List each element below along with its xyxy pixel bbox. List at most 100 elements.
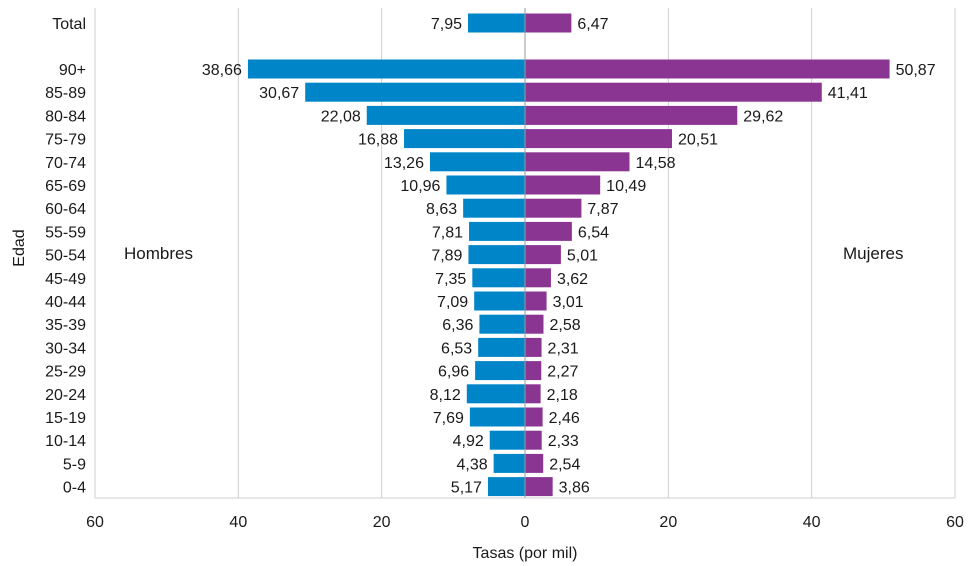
bar-right-35-39: [525, 314, 544, 334]
bar-left-50-54: [468, 245, 525, 265]
bar-right-80-84: [525, 105, 738, 125]
category-label-10-14: 10-14: [45, 433, 86, 450]
bar-right-Total: [525, 13, 572, 33]
bar-right-50-54: [525, 245, 561, 265]
category-label-Total: Total: [52, 16, 86, 33]
value-label-right-Total: 6,47: [577, 16, 608, 33]
bar-left-0-4: [487, 477, 525, 497]
bar-left-25-29: [475, 361, 525, 381]
value-label-left-0-4: 5,17: [451, 480, 482, 497]
value-label-right-75-79: 20,51: [678, 132, 718, 149]
category-label-70-74: 70-74: [45, 155, 86, 172]
value-label-left-35-39: 6,36: [442, 317, 473, 334]
value-label-right-35-39: 2,58: [549, 317, 580, 334]
value-label-right-70-74: 14,58: [635, 155, 675, 172]
category-label-85-89: 85-89: [45, 85, 86, 102]
category-label-50-54: 50-54: [45, 248, 86, 265]
value-label-right-90+: 50,87: [896, 62, 936, 79]
bar-right-70-74: [525, 152, 630, 172]
x-tick-label-1: 40: [229, 514, 247, 531]
bar-left-35-39: [479, 314, 525, 334]
category-label-80-84: 80-84: [45, 108, 86, 125]
x-tick-label-5: 40: [803, 514, 821, 531]
x-tick-label-2: 20: [373, 514, 391, 531]
value-label-left-5-9: 4,38: [456, 456, 487, 473]
value-label-right-85-89: 41,41: [828, 85, 868, 102]
category-label-0-4: 0-4: [63, 480, 86, 497]
value-label-left-15-19: 7,69: [433, 410, 464, 427]
category-label-15-19: 15-19: [45, 410, 86, 427]
bar-left-20-24: [466, 384, 525, 404]
group-label-left: Hombres: [124, 244, 193, 263]
bar-left-60-64: [463, 198, 525, 218]
bar-left-70-74: [429, 152, 525, 172]
bar-left-5-9: [493, 453, 525, 473]
value-label-right-60-64: 7,87: [587, 201, 618, 218]
value-label-left-20-24: 8,12: [430, 387, 461, 404]
x-tick-label-3: 0: [521, 514, 530, 531]
category-label-45-49: 45-49: [45, 271, 86, 288]
value-label-right-65-69: 10,49: [606, 178, 646, 195]
x-tick-label-4: 20: [659, 514, 677, 531]
category-label-35-39: 35-39: [45, 317, 86, 334]
value-label-left-30-34: 6,53: [441, 340, 472, 357]
category-label-40-44: 40-44: [45, 294, 86, 311]
value-label-left-90+: 38,66: [202, 62, 242, 79]
value-label-left-25-29: 6,96: [438, 364, 469, 381]
bar-left-90+: [247, 59, 526, 79]
value-label-left-75-79: 16,88: [358, 132, 398, 149]
bar-left-Total: [468, 13, 525, 33]
bar-right-30-34: [525, 337, 542, 357]
x-tick-label-6: 60: [946, 514, 964, 531]
x-axis-title: Tasas (por mil): [473, 545, 578, 562]
value-label-right-80-84: 29,62: [743, 108, 783, 125]
bar-right-10-14: [525, 430, 542, 450]
bar-right-15-19: [525, 407, 543, 427]
bar-left-15-19: [469, 407, 525, 427]
bar-left-40-44: [474, 291, 525, 311]
bar-left-30-34: [478, 337, 525, 357]
bar-right-75-79: [525, 129, 672, 149]
bar-right-65-69: [525, 175, 601, 195]
bar-right-45-49: [525, 268, 551, 288]
bar-left-45-49: [472, 268, 525, 288]
value-label-left-85-89: 30,67: [259, 85, 299, 102]
bar-left-85-89: [305, 82, 525, 102]
bar-right-90+: [525, 59, 890, 79]
value-label-right-25-29: 2,27: [547, 364, 578, 381]
category-label-65-69: 65-69: [45, 178, 86, 195]
value-label-right-20-24: 2,18: [547, 387, 578, 404]
category-label-5-9: 5-9: [63, 456, 86, 473]
value-label-right-15-19: 2,46: [549, 410, 580, 427]
value-label-right-50-54: 5,01: [567, 248, 598, 265]
bar-right-55-59: [525, 221, 572, 241]
value-label-left-65-69: 10,96: [400, 178, 440, 195]
value-label-right-10-14: 2,33: [548, 433, 579, 450]
x-tick-labels: 60 40 20 0 20 40 60: [86, 514, 964, 531]
value-labels: 7,95 38,66 30,67 22,08 16,88 13,26 10,96 8,63 7,…: [202, 16, 936, 497]
value-label-right-5-9: 2,54: [549, 456, 580, 473]
value-label-left-40-44: 7,09: [437, 294, 468, 311]
bar-left-80-84: [366, 105, 525, 125]
value-label-left-50-54: 7,89: [431, 248, 462, 265]
y-axis-title: Edad: [11, 229, 28, 266]
value-label-right-0-4: 3,86: [559, 480, 590, 497]
group-label-right: Mujeres: [843, 244, 903, 263]
category-label-55-59: 55-59: [45, 224, 86, 241]
axis-baseline: [95, 8, 955, 499]
bar-left-55-59: [469, 221, 525, 241]
category-label-25-29: 25-29: [45, 364, 86, 381]
bar-right-5-9: [525, 453, 544, 473]
category-label-90+: 90+: [59, 62, 86, 79]
value-label-left-Total: 7,95: [431, 16, 462, 33]
bar-right-25-29: [525, 361, 542, 381]
bar-right-60-64: [525, 198, 582, 218]
bar-right-20-24: [525, 384, 541, 404]
bar-left-75-79: [404, 129, 525, 149]
value-label-left-45-49: 7,35: [435, 271, 466, 288]
x-tick-label-0: 60: [86, 514, 104, 531]
value-label-left-70-74: 13,26: [384, 155, 424, 172]
category-labels: Total 90+ 85-89 80-84 75-79 70-74 65-69 60-64 55…: [45, 16, 86, 497]
value-label-right-55-59: 6,54: [578, 224, 609, 241]
